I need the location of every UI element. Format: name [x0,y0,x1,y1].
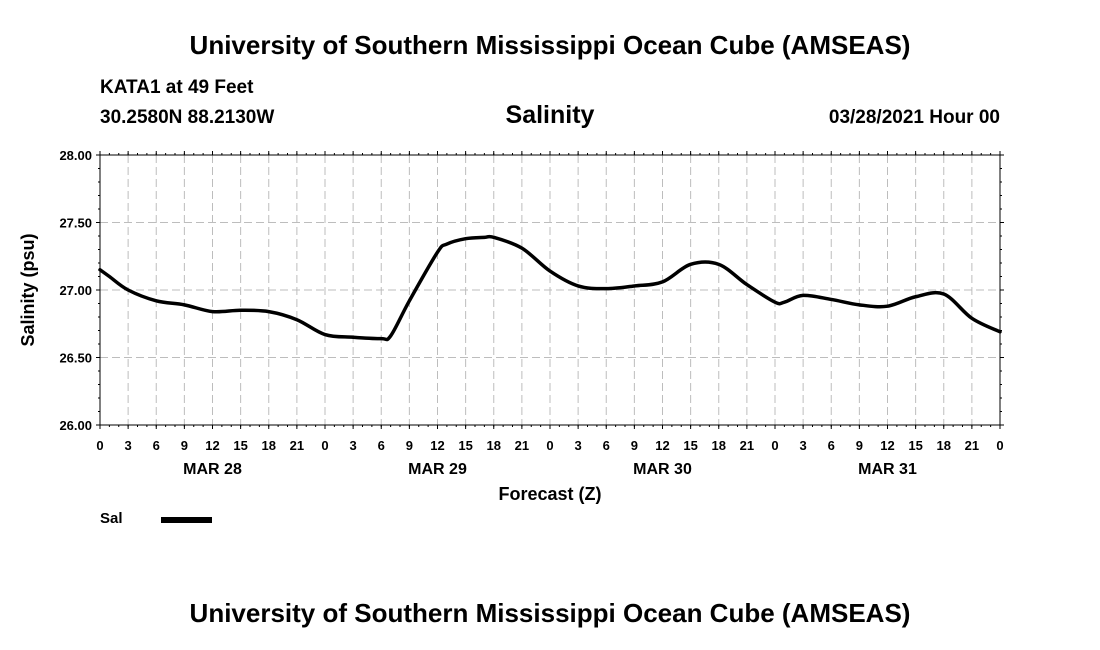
x-tick-label: 3 [350,438,357,453]
x-axis-title: Forecast (Z) [498,484,601,504]
date-label: MAR 31 [858,461,917,478]
grid [100,155,1000,425]
coordinates-label: 30.2580N 88.2130W [100,107,275,128]
x-tick-label: 9 [856,438,863,453]
x-tick-label: 6 [378,438,385,453]
x-tick-label: 6 [603,438,610,453]
chart-title: University of Southern Mississippi Ocean… [189,30,911,60]
date-label: MAR 29 [408,461,467,478]
x-tick-label: 3 [125,438,132,453]
x-tick-label: 21 [740,438,754,453]
x-tick-label: 0 [996,438,1003,453]
x-tick-label: 9 [631,438,638,453]
x-tick-label: 3 [800,438,807,453]
x-tick-label: 21 [515,438,529,453]
x-tick-label: 12 [655,438,669,453]
series-layer [98,234,1002,342]
x-tick-label: 21 [290,438,304,453]
date-label: MAR 30 [633,461,692,478]
y-tick-label: 28.00 [59,148,92,163]
x-tick-label: 0 [321,438,328,453]
x-tick-label: 6 [153,438,160,453]
x-tick-label: 12 [205,438,219,453]
y-tick-label: 26.50 [59,351,92,366]
x-tick-label: 15 [458,438,472,453]
y-axis-title: Salinity (psu) [18,233,38,346]
x-tick-label: 18 [712,438,726,453]
x-tick-label: 15 [908,438,922,453]
axes: 26.00 26.50 27.00 27.50 28.00 0 3 6 9 12 15 18 21 0 3 6… [59,148,1004,478]
x-tick-label: 15 [233,438,247,453]
x-tick-label: 9 [406,438,413,453]
series-line-sal [98,234,1002,342]
station-label: KATA1 at 49 Feet [100,77,254,98]
x-tick-label: 18 [262,438,276,453]
plot-frame [99,154,1001,426]
x-tick-label: 12 [430,438,444,453]
date-label: MAR 28 [183,461,242,478]
legend-swatch [161,517,212,523]
x-tick-label: 21 [965,438,979,453]
x-tick-label: 15 [683,438,697,453]
forecast-datetime: 03/28/2021 Hour 00 [828,107,1000,128]
y-tick-label: 27.00 [59,283,92,298]
y-tick-label: 27.50 [59,216,92,231]
x-tick-label: 0 [771,438,778,453]
y-tick-label: 26.00 [59,418,92,433]
x-tick-label: 18 [937,438,951,453]
x-tick-label: 0 [546,438,553,453]
x-tick-label: 12 [880,438,894,453]
x-tick-label: 18 [487,438,501,453]
legend-label: Sal [100,510,123,527]
variable-label: Salinity [505,101,595,129]
footer-title: University of Southern Mississippi Ocean… [189,598,911,628]
x-tick-label: 6 [828,438,835,453]
x-tick-label: 9 [181,438,188,453]
x-tick-label: 3 [575,438,582,453]
x-tick-label: 0 [96,438,103,453]
